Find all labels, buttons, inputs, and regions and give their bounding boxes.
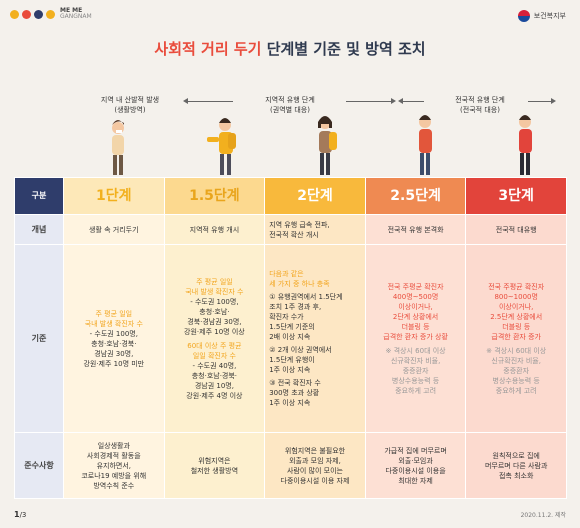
brand-sub: GANGNAM xyxy=(60,13,92,20)
yellow-circle-icon xyxy=(46,9,55,19)
criteria-cell-1: 주 평균 일일 국내 발생 확진자 수 - 수도권 100명, 충청·호남·경북… xyxy=(63,244,165,433)
level-header: 2단계 xyxy=(264,177,366,215)
row-label-criteria: 기준 xyxy=(14,244,64,433)
ministry-name: 보건복지부 xyxy=(533,12,566,20)
level-header: 1.5단계 xyxy=(163,177,266,215)
overview-cell: 전국적 유행 본격화 xyxy=(364,214,467,245)
level-header: 1단계 xyxy=(63,177,165,215)
production-date: 2020.11.2. 제작 xyxy=(520,512,566,519)
criteria-cell-1-5: 주 평균 일일 국내 발생 확진자 수 - 수도권 100명, 충청·호남· 경… xyxy=(163,244,266,433)
navy-circle-icon xyxy=(34,9,43,19)
rules-cell: 가급적 집에 머무르며 외출·모임과 다중이용시설 이용을 최대한 자제 xyxy=(364,432,467,499)
phase-label-3: 전국적 유행 단계 (전국적 대응) xyxy=(455,96,505,114)
page-indicator: 1/3 xyxy=(14,510,27,519)
level-header: 3단계 xyxy=(465,177,567,215)
rules-cell: 일상생활과 사회경제적 활동을 유지하면서, 코로나19 예방을 위해 방역수칙… xyxy=(63,432,165,499)
rules-cell: 원칙적으로 집에 머무르며 다른 사람과 접촉 최소화 xyxy=(465,432,567,499)
brand-name: ME ME xyxy=(60,7,83,14)
taeguk-icon xyxy=(517,10,530,22)
phase-label-1: 지역 내 산발적 발생 (생활방역) xyxy=(100,96,160,114)
page-title: 사회적 거리 두기 단계별 기준 및 방역 조치 xyxy=(154,40,426,58)
rules-cell: 위험지역은 불필요한 외출과 모임 자제, 사람이 많이 모이는 다중이용시설 … xyxy=(264,432,366,499)
arrow-left-icon xyxy=(398,98,424,104)
overview-cell: 전국적 대유행 xyxy=(465,214,567,245)
criteria-cell-3: 전국 주평균 확진자 800~1000명 이상이거나, 2.5단계 상황에서 더… xyxy=(465,244,567,433)
criteria-cell-2: 다음과 같은 세 가지 중 하나 충족 ① 유행권역에서 1.5단계 조치 1주… xyxy=(264,244,366,433)
col-header: 구분 xyxy=(14,177,64,215)
brand-logo: ME ME GANGNAM xyxy=(10,8,92,20)
overview-cell: 생활 속 거리두기 xyxy=(63,214,165,245)
red-circle-icon xyxy=(22,9,31,19)
row-label-rules: 준수사항 xyxy=(14,432,64,499)
arrow-left-icon xyxy=(183,98,233,104)
row-label-overview: 개념 xyxy=(14,214,64,245)
arrow-right-icon xyxy=(346,98,396,104)
distancing-stage-table: 구분 1단계 1.5단계 2단계 2.5단계 3단계 개념 생활 속 거리두기 … xyxy=(14,177,567,499)
yellow-circle-icon xyxy=(10,9,19,19)
arrow-right-icon xyxy=(528,98,556,104)
rules-cell: 위험지역은 철저한 생활방역 xyxy=(163,432,266,499)
phase-label-2: 지역적 유행 단계 (권역별 대응) xyxy=(265,96,315,114)
people-icon xyxy=(112,115,532,175)
walking-people-illustration xyxy=(0,95,580,177)
level-header: 2.5단계 xyxy=(364,177,467,215)
criteria-cell-2-5: 전국 주평균 확진자 400명~500명 이상이거나, 2단계 상황에서 더블링… xyxy=(364,244,467,433)
ministry-logo: 보건복지부 xyxy=(517,10,566,22)
overview-cell: 지역적 유행 개시 xyxy=(163,214,266,245)
overview-cell: 지역 유행 급속 전파, 전국적 확산 개시 xyxy=(264,214,366,245)
